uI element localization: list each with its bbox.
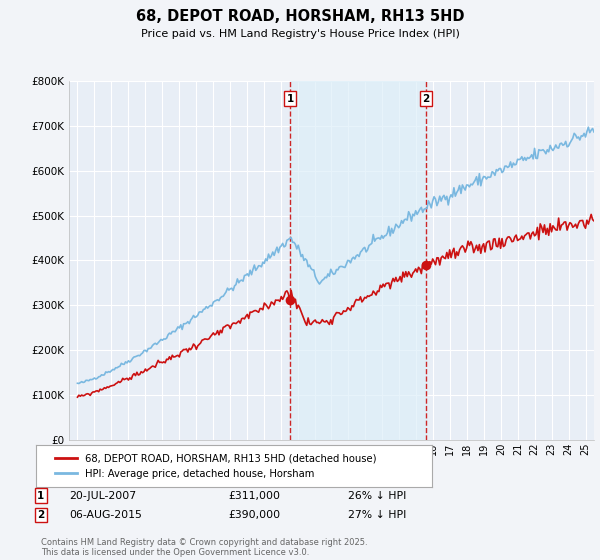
Legend: 68, DEPOT ROAD, HORSHAM, RH13 5HD (detached house), HPI: Average price, detached: 68, DEPOT ROAD, HORSHAM, RH13 5HD (detac… — [49, 447, 382, 485]
Text: 1: 1 — [37, 491, 44, 501]
Text: 2: 2 — [37, 510, 44, 520]
Text: 26% ↓ HPI: 26% ↓ HPI — [348, 491, 406, 501]
Text: £390,000: £390,000 — [228, 510, 280, 520]
Text: 1: 1 — [286, 94, 293, 104]
Text: 27% ↓ HPI: 27% ↓ HPI — [348, 510, 406, 520]
Text: 2: 2 — [422, 94, 430, 104]
Text: 06-AUG-2015: 06-AUG-2015 — [69, 510, 142, 520]
Text: Price paid vs. HM Land Registry's House Price Index (HPI): Price paid vs. HM Land Registry's House … — [140, 29, 460, 39]
Bar — [290, 81, 426, 440]
Text: £311,000: £311,000 — [228, 491, 280, 501]
Text: Contains HM Land Registry data © Crown copyright and database right 2025.
This d: Contains HM Land Registry data © Crown c… — [41, 538, 367, 557]
Text: 20-JUL-2007: 20-JUL-2007 — [69, 491, 136, 501]
Text: 68, DEPOT ROAD, HORSHAM, RH13 5HD: 68, DEPOT ROAD, HORSHAM, RH13 5HD — [136, 10, 464, 24]
